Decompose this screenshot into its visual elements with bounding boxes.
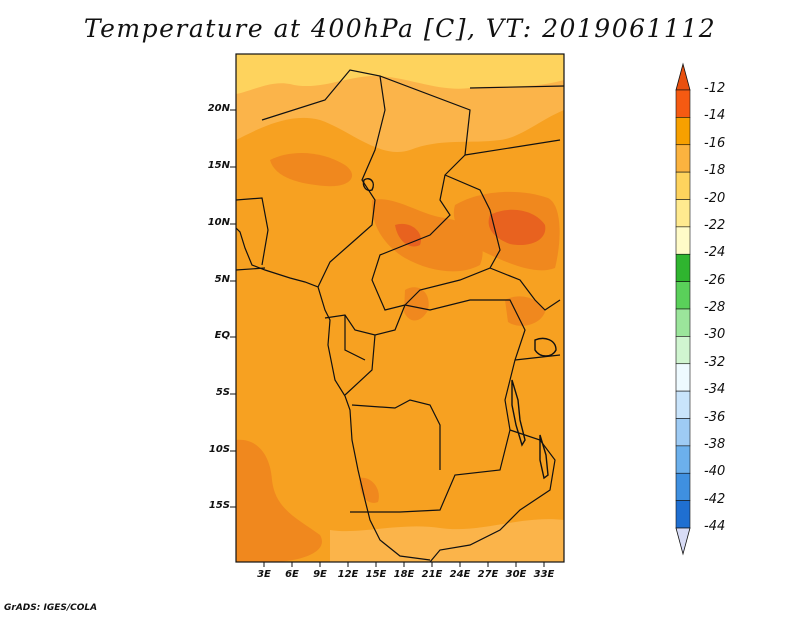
- lon-label-27e: 27E: [477, 569, 499, 580]
- border-segment: [344, 315, 366, 361]
- lon-label-6e: 6E: [285, 569, 299, 580]
- lake-victoria: [534, 337, 557, 357]
- colorbar-segment: [675, 445, 691, 474]
- lake-tanganyika: [511, 379, 526, 447]
- border-segment: [404, 174, 501, 306]
- temperature-fill-warm-sahel-west: [270, 153, 353, 187]
- border-segment: [351, 399, 441, 470]
- border-segment: [469, 85, 564, 89]
- temperature-field: [236, 54, 564, 562]
- border-segment: [324, 304, 406, 336]
- lat-label-5n: 5N: [214, 274, 230, 285]
- lat-label-eq: EQ: [214, 330, 230, 341]
- credit-text: GrADS: IGES/COLA: [4, 603, 98, 613]
- colorbar-segment: [675, 199, 691, 228]
- temperature-fill-warm-central: [371, 199, 483, 272]
- border-segment: [464, 139, 561, 156]
- colorbar-label: -14: [704, 108, 726, 124]
- colorbar-segment: [675, 144, 691, 173]
- country-borders: [236, 69, 564, 562]
- colorbar-label: -44: [704, 519, 726, 534]
- colorbar-segment: [675, 253, 691, 282]
- colorbar-label: -26: [704, 272, 726, 288]
- lat-label-10s: 10S: [208, 444, 230, 455]
- lake-malawi: [539, 434, 549, 480]
- colorbar-label: -22: [704, 217, 726, 233]
- temperature-fill-cooler-south: [330, 519, 564, 562]
- lake-chad: [362, 178, 374, 192]
- colorbar-label: -12: [704, 81, 726, 96]
- colorbar-label: -32: [704, 354, 726, 370]
- border-segment: [350, 299, 526, 513]
- border-segment: [514, 354, 561, 361]
- lon-label-33e: 33E: [533, 569, 555, 580]
- colorbar: [675, 62, 691, 556]
- lat-label-15s: 15S: [208, 500, 230, 511]
- lat-label-20n: 20N: [207, 103, 230, 114]
- colorbar-label: -28: [704, 300, 726, 315]
- temperature-fill-warm-lakes: [505, 296, 545, 326]
- colorbar-label: -24: [704, 245, 726, 261]
- map-title: Temperature at 400hPa [C], VT: 201906111…: [83, 14, 717, 43]
- colorbar-segment: [675, 281, 691, 310]
- lon-label-9e: 9E: [313, 569, 327, 580]
- colorbar-label: -16: [704, 135, 726, 151]
- lon-label-3e: 3E: [257, 569, 271, 580]
- temperature-fill-warm-southwest: [236, 439, 322, 562]
- border-segment: [236, 267, 266, 271]
- colorbar-segment: [675, 226, 691, 255]
- lon-label-21e: 21E: [421, 569, 443, 580]
- map-frame: [235, 53, 565, 563]
- border-segment: [489, 267, 561, 311]
- lon-label-15e: 15E: [365, 569, 387, 580]
- colorbar-top-arrow: [675, 62, 691, 91]
- border-segment: [236, 197, 269, 266]
- colorbar-segment: [675, 363, 691, 392]
- colorbar-label: -30: [704, 327, 726, 343]
- temperature-fill-hot-east: [488, 209, 546, 246]
- colorbar-label: -36: [704, 409, 726, 425]
- colorbar-segment: [675, 390, 691, 419]
- lat-label-15n: 15N: [207, 160, 230, 171]
- colorbar-segment: [675, 500, 691, 529]
- lakes: [362, 178, 557, 480]
- border-segment: [371, 75, 471, 311]
- colorbar-label: -20: [704, 190, 726, 206]
- colorbar-label: -18: [704, 163, 726, 179]
- colorbar-label: -38: [704, 436, 726, 452]
- colorbar-label: -42: [704, 491, 726, 507]
- lon-label-18e: 18E: [393, 569, 415, 580]
- colorbar-bottom-arrow: [675, 527, 691, 556]
- colorbar-segment: [675, 89, 691, 118]
- coastline-west: [236, 227, 431, 561]
- lon-label-12e: 12E: [337, 569, 359, 580]
- lon-label-24e: 24E: [449, 569, 471, 580]
- colorbar-segment: [675, 472, 691, 501]
- colorbar-segment: [675, 336, 691, 365]
- colorbar-segment: [675, 117, 691, 146]
- lat-label-5s: 5S: [215, 387, 230, 398]
- lon-label-30e: 30E: [505, 569, 527, 580]
- colorbar-segment: [675, 308, 691, 337]
- colorbar-segment: [675, 418, 691, 447]
- lat-label-10n: 10N: [207, 217, 230, 228]
- border-segment: [344, 334, 376, 396]
- axis-ticks: [230, 109, 545, 567]
- colorbar-label: -34: [704, 382, 726, 398]
- temperature-fill-warm-congo: [404, 287, 429, 321]
- border-segment: [429, 429, 556, 562]
- border-segment: [261, 69, 386, 288]
- temperature-fill-coldest-north: [236, 54, 564, 94]
- colorbar-segment: [675, 171, 691, 200]
- colorbar-label: -40: [704, 464, 726, 480]
